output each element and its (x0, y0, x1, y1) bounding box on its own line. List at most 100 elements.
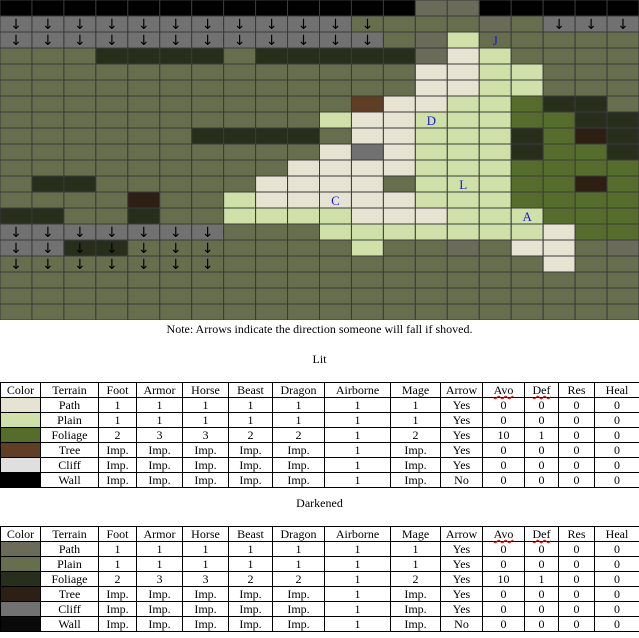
map-tile (223, 63, 257, 81)
map-tile (478, 223, 512, 241)
map-tile (31, 79, 65, 97)
map-tile (63, 287, 97, 305)
table-cell: Path (40, 541, 99, 557)
table-cell: 0 (524, 412, 559, 428)
table-row: Wall Imp. Imp. Imp. Imp. Imp. 1 Imp. No 0 0 0 0 (0, 616, 639, 632)
table-cell: Yes (440, 601, 483, 617)
map-tile (478, 271, 512, 289)
map-tile (127, 159, 161, 177)
table-cell: Imp. (228, 472, 273, 488)
map-tile (574, 175, 608, 193)
table-cell: 0 (594, 412, 639, 428)
column-header: Terrain (40, 526, 99, 542)
map-tile (287, 175, 320, 193)
map-tile (159, 143, 193, 161)
map-tile (510, 287, 544, 305)
map-tile (510, 175, 544, 193)
map-tile (223, 79, 257, 97)
map-tile (95, 143, 129, 161)
table-cell: 0 (594, 616, 639, 632)
table-cell: Yes (440, 556, 483, 572)
fall-arrow-icon: ↓ (138, 33, 150, 49)
map-tile (255, 127, 289, 145)
map-tile (414, 143, 448, 161)
map-tile (287, 207, 320, 225)
table-cell: 0 (482, 541, 525, 557)
table-cell: 1 (324, 397, 391, 413)
map-tile (350, 287, 384, 305)
map-tile (159, 207, 193, 225)
table-cell: 1 (228, 397, 273, 413)
map-tile (574, 127, 608, 145)
map-tile (319, 175, 352, 193)
table-cell: 1 (324, 472, 391, 488)
table-row: Path 1 1 1 1 1 1 1 Yes 0 0 0 0 (0, 397, 639, 413)
table-cell: No (440, 472, 483, 488)
fall-arrow-icon: ↓ (106, 17, 118, 33)
fall-arrow-icon: ↓ (74, 33, 86, 49)
table-cell: 1 (324, 457, 391, 473)
map-tile (255, 271, 289, 289)
map-tile (127, 47, 161, 65)
map-tile (0, 287, 33, 305)
table-cell: 0 (558, 442, 595, 458)
map-tile (127, 143, 161, 161)
map-tile (95, 79, 129, 97)
column-header: Arrow (440, 526, 483, 542)
table-cell: 1 (390, 541, 441, 557)
fall-arrow-icon: ↓ (617, 1, 629, 17)
map-tile (478, 159, 512, 177)
map-tile (31, 63, 65, 81)
table-cell: 0 (594, 427, 639, 443)
map-tile (255, 95, 289, 113)
fall-arrow-icon: ↓ (266, 33, 278, 49)
map-tile (606, 95, 639, 113)
map-tile (542, 47, 576, 65)
map-tile (414, 223, 448, 241)
map-tile (414, 47, 448, 65)
map-tile (127, 127, 161, 145)
map-tile (446, 239, 480, 257)
color-swatch (0, 556, 41, 572)
map-tile (255, 287, 289, 305)
fall-arrow-icon: ↓ (553, 17, 565, 33)
color-swatch (0, 586, 41, 602)
map-tile (414, 239, 448, 257)
table-cell: 1 (228, 556, 273, 572)
map-tile (510, 271, 544, 289)
map-tile (350, 303, 384, 320)
map-tile (414, 191, 448, 209)
column-header: Armor (136, 382, 183, 398)
map-tile (510, 15, 544, 33)
fall-arrow-icon: ↓ (74, 1, 86, 17)
table-cell: Imp. (136, 442, 183, 458)
map-tile (606, 31, 639, 49)
map-tile (319, 223, 352, 241)
map-tile (478, 303, 512, 320)
map-tile (63, 63, 97, 81)
map-tile (510, 79, 544, 97)
table-row: Wall Imp. Imp. Imp. Imp. Imp. 1 Imp. No 0 0 0 0 (0, 472, 639, 488)
color-swatch (0, 571, 41, 587)
map-tile (223, 303, 257, 320)
map-tile (223, 271, 257, 289)
map-tile (606, 175, 639, 193)
fall-arrow-icon: ↓ (234, 17, 246, 33)
fall-arrow-icon: ↓ (330, 1, 342, 17)
table-cell: Imp. (136, 472, 183, 488)
map-tile (510, 63, 544, 81)
map-tile (31, 303, 65, 320)
map-tile (414, 127, 448, 145)
table-cell: 0 (482, 586, 525, 602)
column-header: Beast (228, 382, 273, 398)
map-tile (350, 271, 384, 289)
map-tile (159, 159, 193, 177)
map-tile (95, 191, 129, 209)
map-tile (478, 111, 512, 129)
fall-arrow-icon: ↓ (106, 33, 118, 49)
map-tile (606, 239, 639, 257)
table-cell: Foliage (40, 571, 99, 587)
fall-arrow-icon: ↓ (106, 257, 118, 273)
table-cell: 0 (524, 472, 559, 488)
map-tile (350, 159, 384, 177)
